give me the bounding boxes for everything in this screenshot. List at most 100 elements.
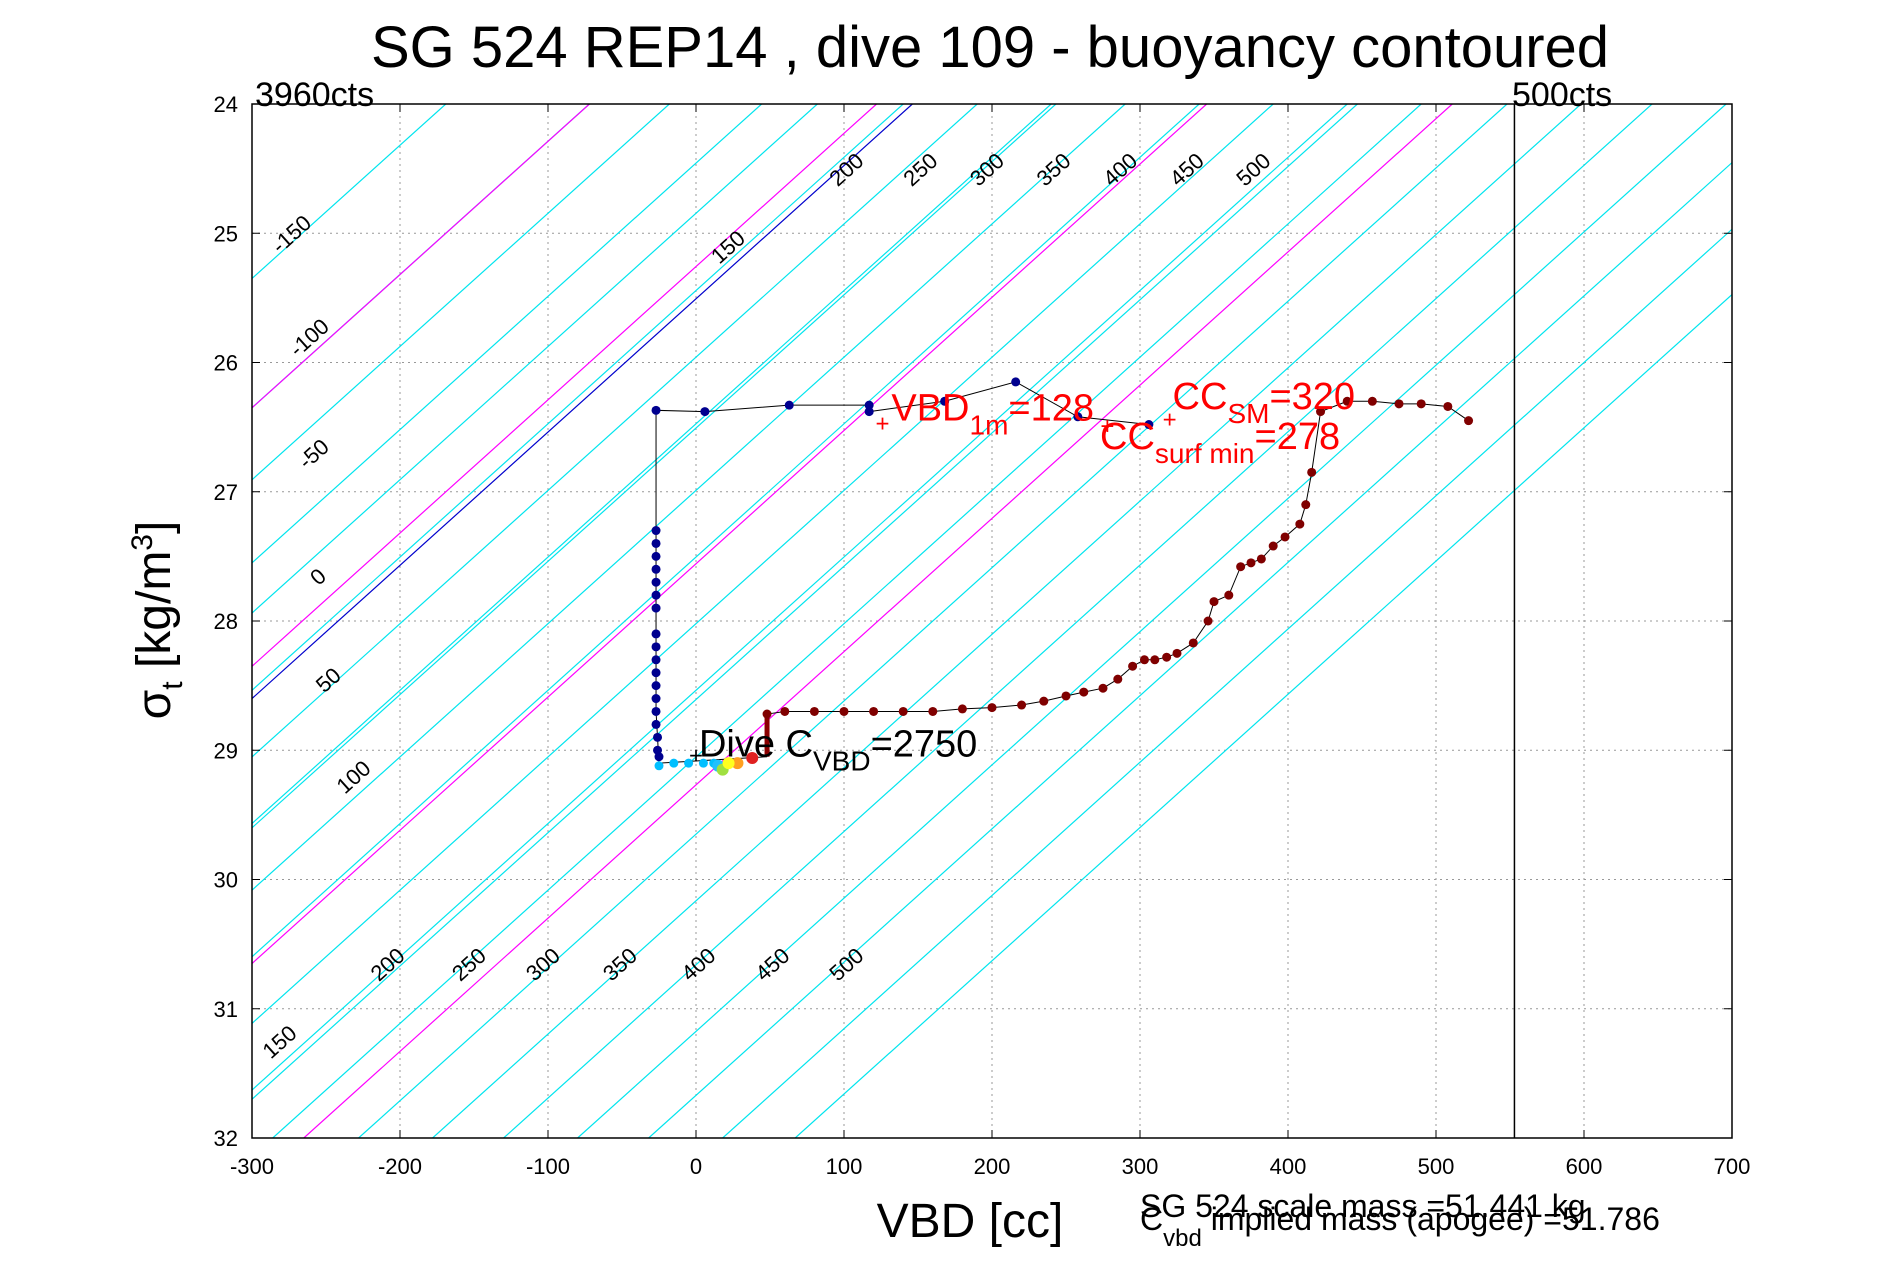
point-s0-9	[651, 526, 661, 536]
point-s1-11	[1061, 691, 1071, 701]
contour-cyan-21	[272, 104, 1422, 1138]
contour-magenta-3	[252, 104, 877, 668]
y-label-sup: 3	[126, 534, 159, 551]
x-tick-label-10: 700	[1714, 1154, 1751, 1179]
point-s1-35	[1394, 399, 1404, 409]
point-s0-23	[651, 719, 661, 729]
point-s2-2	[684, 758, 694, 768]
point-s1-33	[1342, 396, 1352, 406]
point-s0-12	[651, 564, 661, 574]
point-s0-19	[651, 668, 661, 678]
contour-cyan-10	[722, 228, 1732, 1138]
point-s1-2	[809, 706, 819, 716]
x-tick-label-8: 500	[1418, 1154, 1455, 1179]
annotation-ccsm: CCSM=320	[1173, 376, 1355, 429]
x-tick-label-0: -300	[230, 1154, 274, 1179]
contour-cyan-7	[503, 104, 1653, 1138]
point-s1-30	[1301, 500, 1311, 510]
annotation-vbd1m: VBD1m=128	[891, 388, 1094, 441]
y-label-sigma: σ	[128, 690, 181, 720]
marker-ccsm: +	[1163, 407, 1177, 434]
axis-ticks: -300 -200 -100 0 100 200 300 400 500 600 700 24 25 26…	[214, 92, 1751, 1179]
point-s1-21	[1203, 616, 1213, 626]
y-tick-label-2: 26	[214, 351, 238, 376]
contour-cyan-20	[252, 104, 1348, 1091]
contour-magenta-1	[303, 104, 1453, 1138]
point-s1-1	[780, 706, 790, 716]
contour-cyan-5	[358, 104, 1508, 1138]
contour-cyan-8	[577, 104, 1727, 1138]
contour-cyan-9	[648, 161, 1732, 1138]
point-s1-31	[1307, 467, 1317, 477]
point-s0-13	[651, 577, 661, 587]
point-s1-38	[1464, 416, 1474, 426]
contour-magenta-0	[252, 104, 1208, 965]
point-s0-6	[1011, 377, 1021, 387]
contour-blue-0	[252, 104, 913, 700]
contour-cyan-13	[252, 104, 818, 614]
point-s1-36	[1416, 399, 1426, 409]
point-s0-8	[1144, 420, 1154, 430]
contour-cyan-16	[252, 104, 1052, 825]
x-tick-label-9: 600	[1566, 1154, 1603, 1179]
point-s0-14	[651, 590, 661, 600]
scale-mass-text: SG 524 scale mass =51.441 kg	[1140, 1188, 1586, 1224]
point-s1-4	[869, 706, 879, 716]
point-s1-19	[1172, 648, 1182, 658]
point-s1-0	[762, 709, 772, 719]
point-s0-0	[651, 405, 661, 415]
annotation-dive_c: Dive CVBD=2750	[699, 724, 977, 777]
annotations: + VBD1m=128 +CCSM=320+CCsurf min=278+Dive …	[689, 376, 1355, 777]
point-s1-34	[1367, 396, 1377, 406]
point-s1-24	[1236, 562, 1246, 572]
point-s0-4	[864, 407, 874, 417]
x-tick-label-5: 200	[974, 1154, 1011, 1179]
x-tick-label-3: 0	[690, 1154, 702, 1179]
point-s2-3	[698, 758, 708, 768]
marker-vbd1m: +	[875, 411, 889, 438]
point-s0-5	[940, 396, 950, 406]
annotation-ccsurf-sub: surf min	[1155, 438, 1255, 469]
point-s1-16	[1139, 655, 1149, 665]
contour-cyan-4	[252, 104, 1358, 1101]
point-s0-2	[784, 400, 794, 410]
x-tick-label-2: -100	[526, 1154, 570, 1179]
contour-cyan-6	[432, 104, 1582, 1138]
annotation-ccsurf-suffix: =278	[1255, 416, 1341, 458]
data-series	[651, 377, 1474, 776]
contour-cyan-11	[794, 293, 1732, 1138]
contour-cyan-15	[252, 104, 978, 758]
point-s1-6	[928, 706, 938, 716]
point-s0-24	[653, 732, 663, 742]
point-s0-11	[651, 551, 661, 561]
point-s1-25	[1246, 558, 1256, 568]
y-tick-label-4: 28	[214, 609, 238, 634]
point-s1-14	[1113, 674, 1123, 684]
contour-cyan-2	[252, 104, 763, 564]
marker-dive_c: +	[689, 743, 703, 770]
chart-title: SG 524 REP14 , dive 109 - buoyancy conto…	[371, 15, 1609, 80]
point-s0-21	[651, 694, 661, 704]
annotation-ccsm-suffix: =320	[1269, 376, 1355, 418]
contour-cyan-3	[252, 104, 1057, 829]
point-s1-29	[1295, 519, 1305, 529]
implied-mass-sub: vbd	[1163, 1225, 1202, 1252]
implied-mass-rest: implied mass (apogee) =51.786	[1202, 1201, 1660, 1237]
annotation-ccsurf: CCsurf min=278	[1100, 416, 1340, 469]
point-s0-16	[651, 629, 661, 639]
point-s2-0	[654, 761, 664, 771]
point-s2-1	[669, 758, 679, 768]
contour-cyan-17	[252, 104, 1126, 891]
y-axis-label: σt [kg/m3]	[126, 521, 189, 720]
contour-cyan-12	[252, 104, 670, 481]
marker-ccsurf: +	[1100, 413, 1114, 440]
y-tick-label-7: 31	[214, 997, 238, 1022]
contour-cyan-18	[252, 104, 1200, 958]
point-s1-37	[1443, 401, 1453, 411]
point-s0-10	[651, 538, 661, 548]
y-tick-label-3: 27	[214, 480, 238, 505]
min-counts-label: 3960cts	[255, 76, 374, 114]
point-s1-26	[1256, 554, 1266, 564]
apogee-point-2	[731, 757, 744, 770]
y-label-sub: t	[156, 681, 189, 690]
